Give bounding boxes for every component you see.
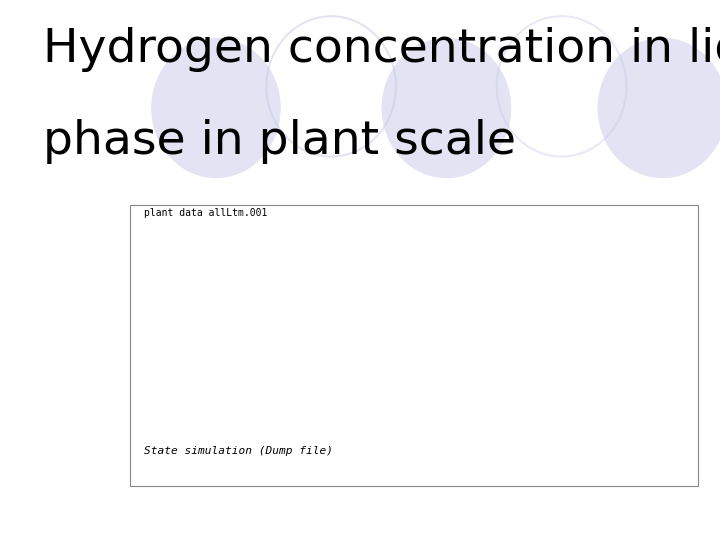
Text: phase in plant scale: phase in plant scale	[43, 119, 516, 164]
X-axis label: Time: Time	[427, 435, 451, 445]
Text: Hydrogen concentration in liquid: Hydrogen concentration in liquid	[43, 27, 720, 72]
Text: State simulation (Dump file): State simulation (Dump file)	[144, 446, 333, 456]
Text: plant data allLtm.001: plant data allLtm.001	[144, 208, 267, 218]
